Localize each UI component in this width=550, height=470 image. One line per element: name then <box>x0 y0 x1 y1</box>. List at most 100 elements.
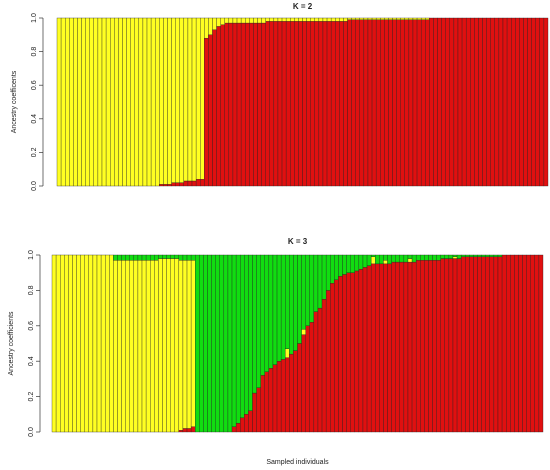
bar-segment <box>498 17 504 187</box>
y-tick-label: 0.8 <box>31 47 38 57</box>
bar-segment <box>215 254 220 433</box>
bar-segment <box>477 254 482 257</box>
bar-segment <box>371 17 377 20</box>
bar-segment <box>497 256 503 433</box>
bar-segment <box>370 254 376 257</box>
bar-segment <box>125 254 130 261</box>
chart-title: K = 2 <box>293 2 313 11</box>
y-tick-label: 0.2 <box>28 392 35 402</box>
bar-segment <box>493 256 499 433</box>
bar-segment <box>321 254 327 300</box>
bar-segment <box>158 254 163 259</box>
bar-segment <box>276 254 282 362</box>
bar-segment <box>212 17 217 30</box>
bar-segment <box>444 254 450 259</box>
bar-segment <box>335 17 340 22</box>
bar-segment <box>100 254 106 433</box>
bar-segment <box>321 299 327 433</box>
bar-segment <box>171 182 176 187</box>
bar-segment <box>117 254 122 261</box>
bar-segment <box>396 17 401 20</box>
chart-title: K = 3 <box>288 237 308 246</box>
bar-segment <box>522 254 527 433</box>
y-tick-label: 0.4 <box>31 114 38 124</box>
bar-segment <box>293 254 298 351</box>
bar-segment <box>392 19 397 187</box>
bar-segment <box>415 260 421 433</box>
bar-segment <box>358 268 364 433</box>
bar-segment <box>293 350 298 433</box>
bar-segment <box>325 254 331 291</box>
bar-segment <box>473 256 478 433</box>
bar-segment <box>535 17 540 187</box>
bar-segment <box>306 21 311 187</box>
bar-segment <box>359 19 365 187</box>
bar-segment <box>301 329 306 335</box>
bar-segment <box>358 254 364 270</box>
bar-segment <box>154 260 159 433</box>
bar-segment <box>245 17 250 24</box>
bar-segment <box>306 17 311 22</box>
bar-segment <box>501 254 507 433</box>
bar-segment <box>351 17 356 20</box>
bar-segment <box>121 254 126 261</box>
bar-segment <box>411 254 417 263</box>
bar-segment <box>313 254 319 312</box>
bar-segment <box>186 260 192 429</box>
bar-segment <box>383 263 388 433</box>
bar-segment <box>178 254 184 261</box>
bar-segment <box>490 17 495 187</box>
bar-segment <box>342 254 347 275</box>
bar-segment <box>317 254 323 309</box>
bar-segment <box>448 258 454 433</box>
bar-segment <box>261 22 266 187</box>
bar-segment <box>265 17 270 22</box>
bar-segment <box>452 256 458 259</box>
bar-segment <box>518 254 523 433</box>
bar-segment <box>392 17 397 20</box>
bar-segment <box>325 290 331 433</box>
bar-segment <box>207 254 212 433</box>
bar-segment <box>285 357 290 433</box>
bar-segment <box>317 307 323 433</box>
bar-segment <box>232 22 238 187</box>
bar-segment <box>142 17 148 187</box>
bar-segment <box>440 254 445 259</box>
bar-segment <box>493 254 499 257</box>
bar-segment <box>227 254 233 433</box>
bar-segment <box>195 254 200 433</box>
bar-segment <box>362 254 368 268</box>
bar-segment <box>155 17 160 187</box>
bar-segment <box>182 254 188 261</box>
bar-segment <box>387 263 392 433</box>
bar-segment <box>146 17 152 187</box>
bar-segment <box>294 17 299 22</box>
bar-segment <box>433 17 438 187</box>
bar-segment <box>244 254 249 415</box>
bar-segment <box>342 274 347 433</box>
bar-segment <box>223 254 229 433</box>
bar-segment <box>388 19 393 187</box>
bar-segment <box>294 21 299 187</box>
bar-segment <box>219 254 225 433</box>
bar-segment <box>338 276 343 433</box>
bar-segment <box>322 21 328 187</box>
bar-segment <box>244 414 249 433</box>
bar-segment <box>543 17 549 187</box>
bar-segment <box>380 17 385 20</box>
bar-segment <box>346 254 351 273</box>
bar-segment <box>178 430 184 433</box>
bar-segment <box>97 17 103 187</box>
bar-segment <box>460 256 466 433</box>
bar-segment <box>175 17 180 183</box>
bar-segment <box>338 254 343 277</box>
bar-segment <box>297 254 302 344</box>
bar-segment <box>420 17 426 20</box>
bar-segment <box>252 254 257 394</box>
bar-segment <box>166 258 171 433</box>
bar-segment <box>178 260 184 431</box>
bar-segment <box>489 254 495 257</box>
bar-segment <box>220 24 225 187</box>
bar-segment <box>253 17 258 24</box>
bar-segment <box>335 21 340 187</box>
